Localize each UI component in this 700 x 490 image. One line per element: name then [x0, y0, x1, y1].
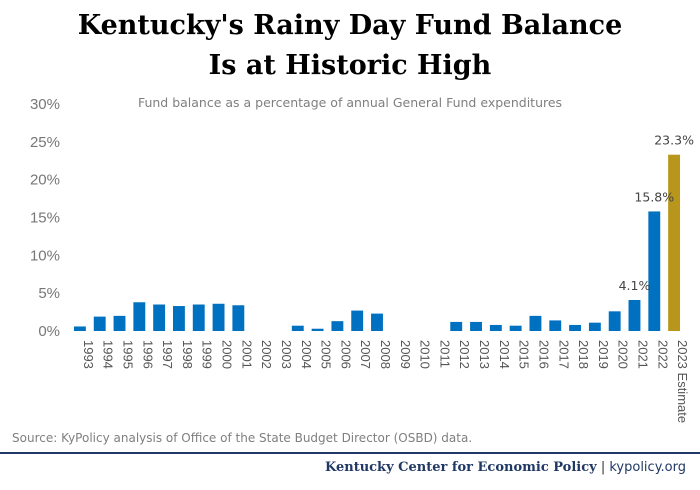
y-tick-label: 20% [30, 172, 60, 189]
source-note: Source: KyPolicy analysis of Office of t… [12, 431, 473, 445]
x-tick-label: 2006 [338, 340, 353, 369]
y-tick-label: 15% [30, 210, 60, 227]
x-tick-label: 2021 [635, 340, 650, 369]
bar [331, 321, 344, 331]
bar [212, 303, 225, 331]
x-tick-label: 2011 [437, 340, 452, 368]
data-label: 4.1% [619, 278, 651, 293]
x-tick-label: 2019 [596, 340, 611, 369]
footer-rule [0, 452, 700, 454]
footer-site-link[interactable]: kypolicy.org [609, 460, 686, 475]
x-tick-label: 2009 [398, 340, 413, 369]
bar [608, 311, 621, 331]
bar [192, 304, 205, 331]
chart-subtitle: Fund balance as a percentage of annual G… [137, 95, 563, 110]
bar [489, 324, 502, 331]
x-tick-label: 2005 [319, 340, 334, 369]
x-tick-label: 1993 [81, 340, 96, 369]
y-tick-label: 10% [30, 247, 60, 264]
x-tick-label: 1999 [200, 340, 215, 369]
x-tick-label: 2015 [517, 340, 532, 369]
title-line-2: Is at Historic High [208, 50, 492, 81]
x-tick-label: 1997 [160, 340, 175, 369]
x-tick-label: 1994 [101, 340, 116, 369]
bar [172, 306, 185, 331]
bar [668, 154, 681, 331]
bar [450, 321, 463, 331]
bar [588, 322, 601, 331]
x-tick-label: 2008 [378, 340, 393, 369]
bar [371, 313, 383, 331]
data-label: 15.8% [634, 189, 674, 204]
x-tick-label: 2013 [477, 340, 492, 369]
x-tick-label: 1996 [140, 340, 155, 369]
bar [93, 316, 106, 331]
y-tick-label: 25% [30, 134, 60, 151]
x-tick-label: 2012 [457, 340, 472, 369]
x-tick-label: 2016 [536, 340, 551, 369]
x-tick-label: 2020 [616, 340, 631, 369]
y-tick-label: 0% [38, 323, 60, 340]
x-tick-label: 2023 Estimate [675, 340, 690, 423]
bar [73, 326, 86, 331]
chart-title: Kentucky's Rainy Day Fund Balance Is at … [0, 6, 700, 86]
x-tick-label: 1995 [121, 340, 136, 369]
x-tick-label: 2004 [299, 340, 314, 369]
y-tick-label: 30% [30, 96, 60, 113]
x-tick-label: 2014 [497, 340, 512, 369]
data-label: 23.3% [654, 133, 694, 148]
bar [133, 302, 146, 331]
bar [291, 325, 304, 331]
title-line-1: Kentucky's Rainy Day Fund Balance [77, 10, 623, 41]
x-tick-label: 2017 [556, 340, 571, 369]
bar [351, 310, 364, 331]
x-tick-label: 1998 [180, 340, 195, 369]
x-tick-label: 2002 [259, 340, 274, 369]
footer-org: Kentucky Center for Economic Policy [324, 460, 597, 475]
x-tick-label: 2022 [655, 340, 670, 369]
footer: Kentucky Center for Economic Policy | ky… [325, 459, 686, 475]
x-tick-label: 2003 [279, 340, 294, 369]
bar [549, 320, 562, 331]
bar [470, 321, 482, 331]
bar [509, 325, 522, 331]
bar [529, 315, 542, 331]
bar [153, 304, 166, 331]
bar [232, 305, 245, 331]
bar [113, 315, 126, 331]
bar [648, 211, 661, 331]
x-tick-label: 2007 [358, 340, 373, 369]
y-tick-label: 5% [38, 285, 60, 302]
x-tick-label: 2010 [418, 340, 433, 369]
bar [311, 328, 324, 331]
bar [628, 299, 641, 331]
x-tick-label: 2000 [220, 340, 235, 369]
x-tick-label: 2018 [576, 340, 591, 369]
footer-separator: | [596, 460, 610, 475]
bar [569, 324, 581, 331]
x-tick-label: 2001 [239, 340, 254, 369]
